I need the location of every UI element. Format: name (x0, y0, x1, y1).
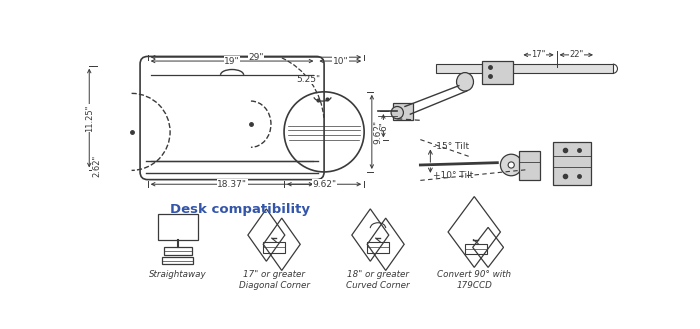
Bar (393, 103, 413, 120)
Ellipse shape (500, 154, 522, 176)
Ellipse shape (508, 162, 514, 168)
Text: 6": 6" (379, 121, 388, 131)
Bar (162, 257, 193, 264)
Bar (263, 242, 285, 253)
Bar (164, 247, 192, 255)
Text: 17" or greater
Diagonal Corner: 17" or greater Diagonal Corner (239, 270, 309, 290)
Bar (519, 151, 540, 180)
Text: 9.62": 9.62" (312, 180, 336, 189)
Bar (435, 64, 613, 73)
Text: 2.62": 2.62" (92, 155, 102, 177)
Bar (158, 214, 198, 240)
Bar (482, 61, 512, 84)
Text: 9.62": 9.62" (373, 120, 382, 144)
Text: 19": 19" (224, 57, 240, 65)
Text: -15° Tilt: -15° Tilt (433, 142, 470, 151)
Text: 10": 10" (332, 57, 348, 65)
Bar (553, 142, 592, 185)
Text: 18" or greater
Curved Corner: 18" or greater Curved Corner (346, 270, 410, 290)
Text: Convert 90° with
179CCD: Convert 90° with 179CCD (438, 270, 511, 290)
Text: 22": 22" (570, 50, 584, 59)
Text: Straightaway: Straightaway (149, 270, 206, 279)
Text: +10° Tilt: +10° Tilt (433, 171, 474, 180)
Text: Desk compatibility: Desk compatibility (170, 203, 310, 216)
Text: 29": 29" (248, 53, 264, 62)
Ellipse shape (456, 73, 473, 91)
Text: 18.37": 18.37" (217, 180, 247, 189)
Bar (465, 243, 486, 254)
Ellipse shape (391, 107, 403, 119)
Text: 5.25": 5.25" (296, 75, 320, 84)
Text: 11.25": 11.25" (85, 104, 94, 132)
Bar (368, 242, 388, 253)
Text: 17": 17" (531, 50, 545, 59)
